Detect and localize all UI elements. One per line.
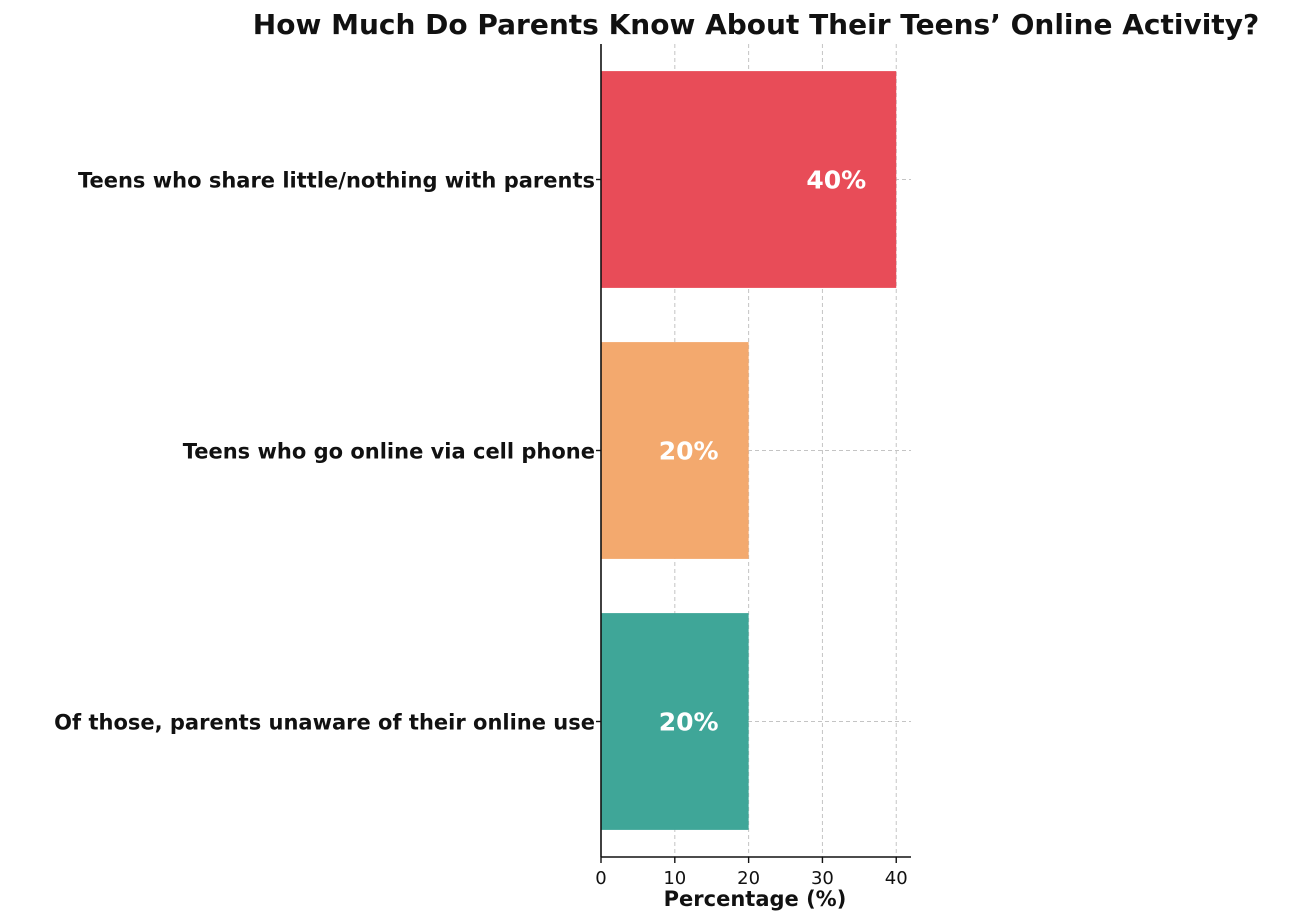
category-label-2: Of those, parents unaware of their onlin…: [54, 711, 595, 735]
x-tick-label-0: 0: [595, 868, 606, 889]
category-label-0: Teens who share little/nothing with pare…: [78, 169, 595, 193]
category-label-1: Teens who go online via cell phone: [183, 440, 595, 464]
bar-data-label-2: 20%: [659, 708, 719, 737]
bar-data-labels: 40% 20% 20%: [659, 166, 866, 737]
x-tick-label-10: 10: [663, 868, 686, 889]
bar-data-label-0: 40%: [806, 166, 866, 195]
x-axis-label: Percentage (%): [664, 887, 847, 911]
bar-2: [601, 613, 749, 830]
bars: [601, 71, 897, 830]
x-tick-label-30: 30: [811, 868, 834, 889]
x-tick-label-40: 40: [885, 868, 908, 889]
bar-1: [601, 342, 749, 559]
bar-0: [601, 71, 897, 288]
x-axis-ticks: 0 10 20 30 40: [595, 178, 908, 889]
x-tick-label-20: 20: [737, 868, 760, 889]
chart-title: How Much Do Parents Know About Their Tee…: [253, 8, 1259, 41]
category-labels: Teens who share little/nothing with pare…: [54, 169, 595, 735]
bar-data-label-1: 20%: [659, 437, 719, 466]
